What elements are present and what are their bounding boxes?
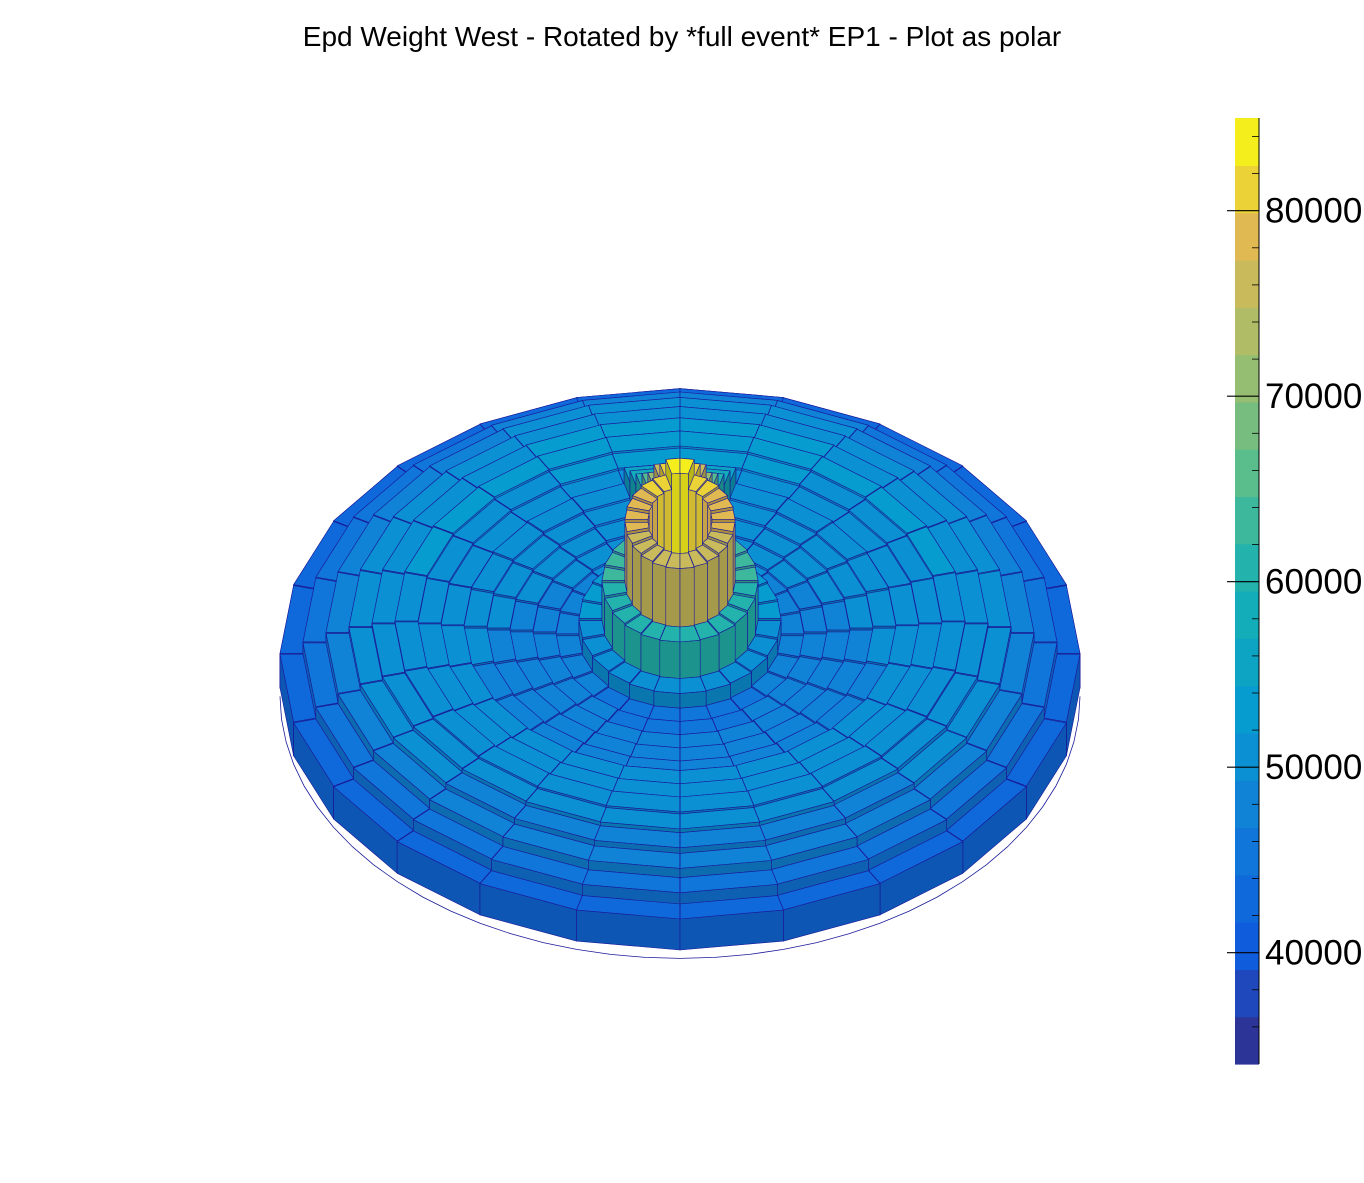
colorbar-segment: [1235, 874, 1259, 923]
colorbar-segment: [1235, 1016, 1259, 1065]
colorbar-segment: [1235, 118, 1259, 166]
colorbar-segment: [1235, 543, 1259, 592]
colorbar-segment: [1235, 496, 1259, 545]
colorbar-tick-label: 70000: [1265, 377, 1362, 416]
colorbar-segment: [1235, 401, 1259, 450]
chart-title: Epd Weight West - Rotated by *full event…: [302, 21, 1062, 52]
color-scale-ticks: 40000 50000 60000 70000 80000: [1227, 136, 1362, 1028]
colorbar-segment: [1235, 591, 1259, 639]
lego-face: [555, 612, 583, 635]
colorbar-segment: [1235, 212, 1259, 261]
colorbar-segment: [1235, 685, 1259, 734]
colorbar-tick-label: 50000: [1265, 748, 1362, 787]
lego-face: [679, 909, 784, 951]
colorbar-segment: [1235, 638, 1259, 687]
lego-plot: [279, 388, 1081, 959]
colorbar-segment: [1235, 922, 1259, 970]
colorbar-tick-label: 40000: [1265, 934, 1362, 973]
colorbar-segment: [1235, 732, 1259, 781]
colorbar-segment: [1235, 449, 1259, 497]
colorbar-segment: [1235, 307, 1259, 356]
lego-face: [532, 606, 561, 633]
colorbar-tick-label: 80000: [1265, 192, 1362, 231]
lego-base-outline: [279, 696, 1081, 959]
colorbar-segment: [1235, 259, 1259, 308]
colorbar-tick-label: 60000: [1265, 563, 1362, 602]
color-scale: [1235, 118, 1260, 1065]
lego-face: [799, 606, 828, 633]
colorbar-segment: [1235, 827, 1259, 876]
lego-face: [777, 612, 805, 635]
colorbar-segment: [1235, 165, 1259, 214]
colorbar-segment: [1235, 969, 1259, 1018]
colorbar-segment: [1235, 354, 1259, 403]
